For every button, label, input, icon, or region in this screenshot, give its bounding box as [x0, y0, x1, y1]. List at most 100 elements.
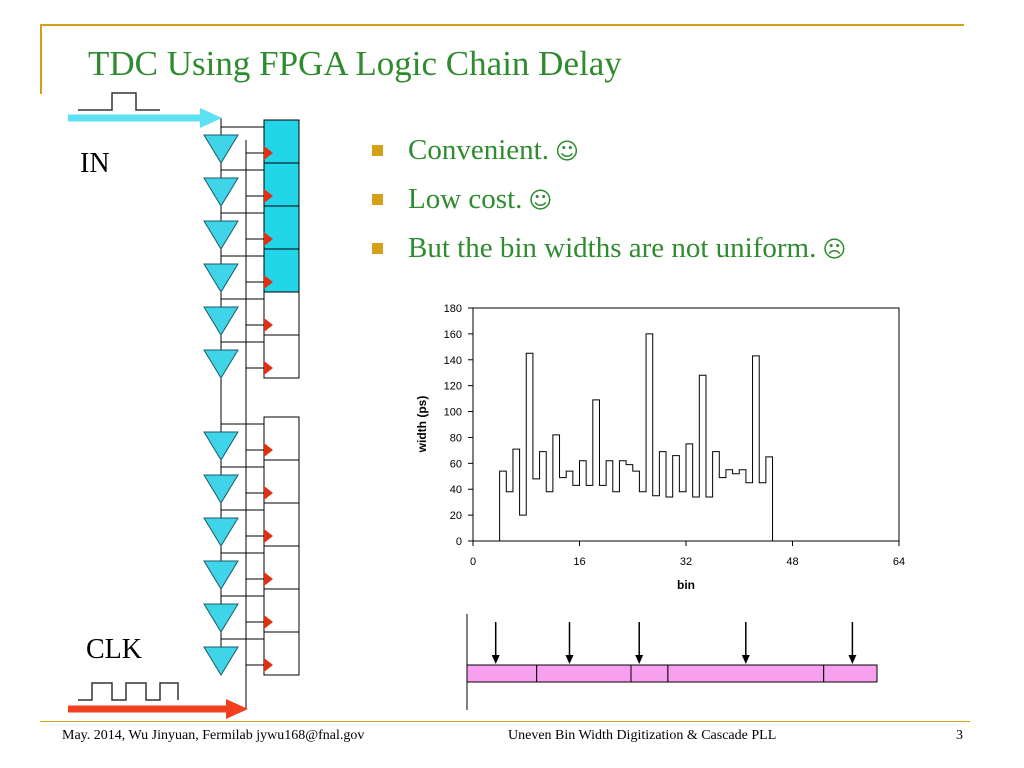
clock-input-icon — [264, 232, 273, 246]
clk-pulse-waveform — [78, 682, 179, 701]
smiley-icon: ☺ — [528, 188, 553, 214]
buffer-icon — [203, 177, 239, 207]
register-cell — [263, 205, 300, 250]
x-tick-label: 0 — [470, 556, 476, 568]
buffer-icon — [203, 263, 239, 293]
buffer-icon — [203, 220, 239, 250]
buffer-icon — [203, 603, 239, 633]
histogram-series — [499, 333, 774, 541]
register-cell — [263, 334, 300, 379]
register-cell — [263, 502, 300, 547]
buffer-icon — [203, 646, 239, 676]
bullet-item: Low cost. ☺ — [372, 179, 846, 228]
clock-input-icon — [264, 658, 273, 672]
clk-label: CLK — [86, 634, 142, 665]
slide-title: TDC Using FPGA Logic Chain Delay — [88, 44, 622, 83]
title-frame-top — [40, 24, 964, 26]
title-frame-left — [40, 24, 42, 94]
clock-input-icon — [264, 318, 273, 332]
plot-area — [472, 307, 900, 542]
y-axis-label: width (ps) — [415, 396, 429, 454]
register-cell — [263, 291, 300, 336]
page-number: 3 — [956, 728, 963, 743]
y-tick-label: 140 — [444, 355, 462, 367]
hit-arrow-head — [491, 655, 500, 664]
y-tick-label: 120 — [444, 381, 462, 393]
delay-chain-diagram — [68, 92, 300, 719]
x-tick-label: 32 — [680, 556, 692, 568]
bullet-list: Convenient. ☺ Low cost. ☺ But the bin widt… — [372, 130, 846, 277]
y-tick-label: 100 — [444, 407, 462, 419]
clock-input-icon — [264, 443, 273, 457]
bin-cell — [667, 664, 825, 683]
register-cell — [263, 588, 300, 633]
buffer-icon — [203, 560, 239, 590]
clock-input-icon — [264, 529, 273, 543]
x-tick-label: 48 — [786, 556, 798, 568]
frowny-icon: ☹ — [822, 237, 847, 263]
in-label: IN — [80, 148, 110, 179]
footer-divider — [40, 721, 970, 722]
bin-cell — [630, 664, 669, 683]
y-tick-label: 0 — [456, 536, 462, 548]
bullet-text: Low cost. — [408, 183, 523, 215]
buffer-icon — [203, 306, 239, 336]
register-cell — [263, 631, 300, 676]
square-bullet-icon — [372, 243, 383, 254]
register-cell — [263, 248, 300, 293]
clock-input-icon — [264, 189, 273, 203]
register-cell — [263, 119, 300, 164]
register-cell — [263, 162, 300, 207]
clock-input-icon — [264, 615, 273, 629]
in-pulse-waveform — [78, 92, 160, 111]
x-axis-label: bin — [677, 578, 695, 592]
register-cell — [263, 459, 300, 504]
square-bullet-icon — [372, 194, 383, 205]
clock-input-icon — [264, 275, 273, 289]
y-tick-label: 60 — [450, 458, 462, 470]
bin-cell — [536, 664, 632, 683]
bin-strip-diagram — [466, 614, 878, 710]
bin-width-histogram: 0 20 40 60 80 100 120 140 160 180 0 16 32 48 64 width… — [415, 303, 905, 592]
clock-input-icon — [264, 361, 273, 375]
x-tick-label: 16 — [573, 556, 585, 568]
bullet-text: But the bin widths are not uniform. — [408, 232, 817, 264]
in-arrow-head — [200, 108, 222, 128]
y-tick-label: 160 — [444, 329, 462, 341]
bullet-text: Convenient. — [408, 134, 549, 166]
y-tick-label: 20 — [450, 510, 462, 522]
clock-input-icon — [264, 572, 273, 586]
register-cell — [263, 416, 300, 461]
clock-input-icon — [264, 486, 273, 500]
register-column — [263, 119, 300, 676]
register-cell — [263, 545, 300, 590]
footer-left: May. 2014, Wu Jinyuan, Fermilab jywu168@… — [62, 728, 365, 743]
bullet-item: But the bin widths are not uniform. ☹ — [372, 228, 846, 277]
bin-cell — [823, 664, 878, 683]
y-tick-label: 80 — [450, 432, 462, 444]
hit-arrow-head — [635, 655, 644, 664]
bullet-item: Convenient. ☺ — [372, 130, 846, 179]
square-bullet-icon — [372, 145, 383, 156]
buffer-icon — [203, 134, 239, 164]
hit-arrows — [491, 622, 857, 664]
buffer-icon — [203, 517, 239, 547]
y-tick-label: 40 — [450, 484, 462, 496]
footer-center: Uneven Bin Width Digitization & Cascade … — [508, 728, 777, 743]
hit-arrow-head — [565, 655, 574, 664]
delay-chain — [203, 118, 264, 676]
bin-cell — [466, 664, 538, 683]
bin-cells — [466, 664, 878, 683]
clk-arrow-head — [226, 699, 248, 719]
clock-network — [245, 140, 264, 709]
buffer-icon — [203, 474, 239, 504]
y-tick-label: 180 — [444, 303, 462, 315]
hit-arrow-head — [848, 655, 857, 664]
x-tick-label: 64 — [893, 556, 905, 568]
buffer-icon — [203, 431, 239, 461]
y-axis: 0 20 40 60 80 100 120 140 160 180 — [444, 303, 473, 548]
buffer-icon — [203, 349, 239, 379]
clock-input-icon — [264, 146, 273, 160]
x-axis: 0 16 32 48 64 — [470, 541, 905, 568]
hit-arrow-head — [741, 655, 750, 664]
